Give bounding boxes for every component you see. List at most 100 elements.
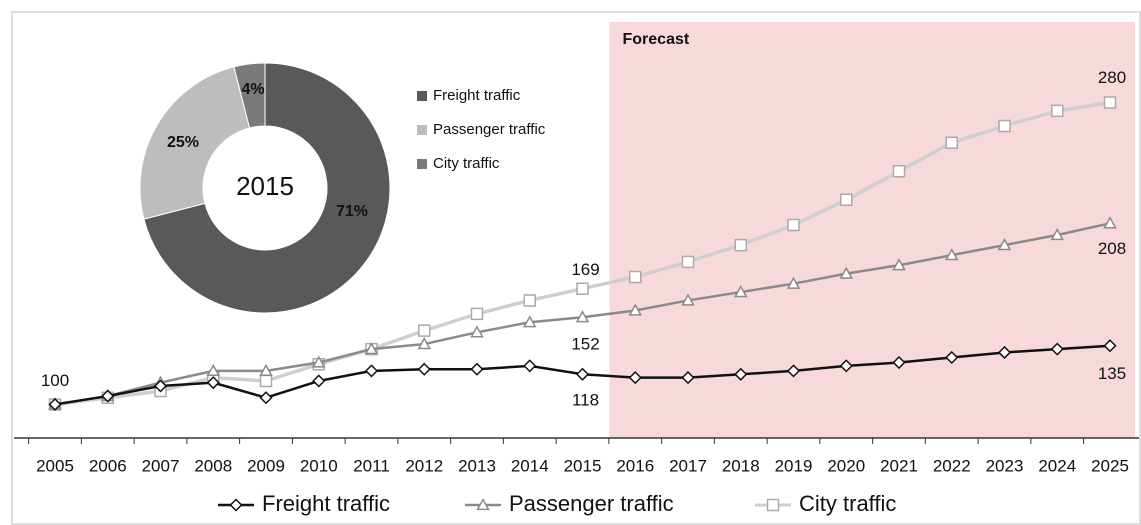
- x-tick-label: 2021: [880, 456, 918, 475]
- square-marker: [523, 294, 536, 307]
- x-tick-label: 2023: [986, 456, 1024, 475]
- x-tick-label: 2017: [669, 456, 707, 475]
- triangle-marker: [681, 293, 695, 306]
- x-tick-label: 2020: [827, 456, 865, 475]
- triangle-marker: [997, 238, 1012, 251]
- legend-label: City traffic: [433, 155, 500, 172]
- data-label: 100: [41, 371, 69, 390]
- diamond-marker: [839, 359, 853, 373]
- triangle-marker: [786, 276, 801, 289]
- data-label: 208: [1098, 239, 1126, 258]
- legend-label: Passenger traffic: [433, 121, 546, 138]
- diamond-marker: [48, 397, 62, 412]
- data-label: 280: [1098, 68, 1126, 87]
- donut-segment: [233, 62, 266, 129]
- data-label: 152: [571, 335, 599, 354]
- square-marker: [1051, 104, 1064, 118]
- triangle-marker: [1103, 216, 1117, 229]
- triangle-marker: [259, 363, 273, 377]
- x-tick-label: 2022: [933, 456, 971, 475]
- diamond-marker: [628, 371, 642, 385]
- frame: [11, 11, 1141, 525]
- data-label: 169: [571, 260, 599, 279]
- diamond-marker: [312, 374, 326, 388]
- triangle-marker: [733, 285, 748, 298]
- diamond-marker: [734, 367, 748, 381]
- x-tick-label: 2019: [775, 456, 813, 475]
- data-label: 118: [572, 391, 599, 410]
- square-marker: [945, 136, 958, 150]
- triangle-marker: [364, 342, 379, 355]
- x-tick-label: 2010: [300, 456, 338, 475]
- x-tick-label: 2007: [142, 456, 180, 475]
- diamond-marker: [153, 379, 168, 393]
- x-tick-label: 2025: [1091, 456, 1129, 475]
- diamond-marker: [101, 389, 115, 403]
- diamond-marker: [1050, 342, 1064, 356]
- slice-label: 71%: [336, 203, 368, 220]
- square-marker: [840, 193, 853, 207]
- x-tick-label: 2016: [616, 456, 654, 475]
- legend-swatch: [417, 159, 427, 169]
- data-label: 135: [1098, 364, 1126, 383]
- triangle-marker: [206, 363, 221, 377]
- legend-swatch: [417, 91, 427, 101]
- x-tick-label: 2011: [353, 456, 390, 475]
- square-marker: [629, 270, 642, 284]
- diamond-marker: [681, 371, 695, 385]
- x-tick-label: 2024: [1038, 456, 1076, 475]
- donut-segment: [143, 62, 391, 314]
- square-marker: [766, 498, 780, 512]
- x-tick-label: 2013: [458, 456, 496, 475]
- x-tick-label: 2006: [89, 456, 127, 475]
- diamond-marker: [997, 345, 1012, 360]
- x-tick-label: 2009: [247, 456, 285, 475]
- donut-title: 2015: [236, 171, 294, 201]
- diamond-marker: [523, 359, 537, 373]
- diamond-marker: [417, 362, 431, 376]
- square-marker: [681, 255, 695, 269]
- legend-label: City traffic: [799, 491, 896, 516]
- diamond-marker: [575, 367, 590, 381]
- legend-label: Freight traffic: [433, 87, 521, 104]
- diamond-marker: [470, 362, 484, 376]
- square-marker: [998, 119, 1011, 133]
- diamond-marker: [945, 350, 959, 365]
- triangle-marker: [476, 497, 490, 511]
- triangle-marker: [892, 258, 906, 271]
- triangle-marker: [470, 325, 484, 338]
- triangle-marker: [417, 337, 432, 350]
- diamond-marker: [259, 391, 273, 405]
- x-tick-label: 2015: [564, 456, 602, 475]
- square-marker: [892, 165, 906, 178]
- forecast-label: Forecast: [623, 31, 690, 48]
- x-tick-label: 2012: [405, 456, 443, 475]
- square-marker: [418, 324, 431, 337]
- square-marker: [470, 307, 484, 321]
- x-tick-label: 2005: [36, 456, 74, 475]
- diamond-marker: [229, 498, 243, 512]
- triangle-marker: [311, 355, 326, 368]
- legend-label: Passenger traffic: [509, 491, 674, 516]
- triangle-marker: [944, 248, 959, 261]
- diamond-marker: [786, 364, 801, 378]
- triangle-marker: [575, 310, 590, 323]
- square-marker: [576, 282, 589, 295]
- diamond-marker: [892, 355, 906, 370]
- slice-label: 4%: [241, 81, 264, 98]
- diamond-marker: [364, 364, 379, 378]
- triangle-marker: [1050, 227, 1065, 241]
- x-tick-label: 2018: [722, 456, 760, 475]
- diamond-marker: [1103, 339, 1117, 353]
- legend-swatch: [417, 125, 427, 135]
- square-marker: [1103, 96, 1117, 109]
- slice-label: 25%: [167, 134, 199, 151]
- triangle-marker: [839, 266, 854, 279]
- triangle-marker: [522, 315, 537, 328]
- diamond-marker: [206, 376, 220, 390]
- donut-segment: [139, 66, 251, 220]
- square-marker: [787, 218, 800, 232]
- legend-label: Freight traffic: [262, 491, 390, 516]
- square-marker: [259, 374, 273, 388]
